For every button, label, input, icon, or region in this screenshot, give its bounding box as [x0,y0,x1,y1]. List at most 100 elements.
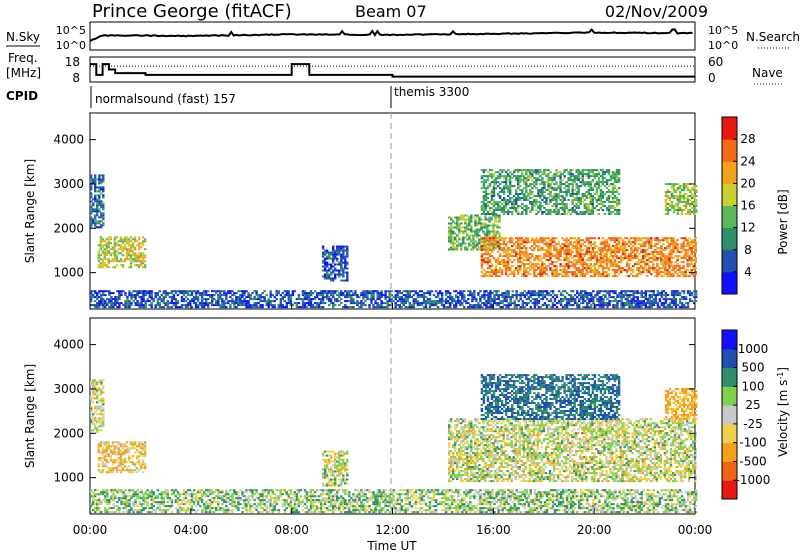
data-cell [513,306,516,309]
data-cell [301,292,305,295]
data-cell [513,201,516,203]
data-cell [692,241,695,244]
data-cell [541,199,544,201]
data-cell [97,250,100,253]
data-cell [127,240,131,243]
data-cell [632,257,635,260]
data-cell [575,193,578,195]
data-cell [650,245,653,248]
data-cell [360,294,363,297]
data-cell [317,292,321,295]
data-cell [470,230,473,233]
data-cell [686,263,689,266]
data-cell [94,208,97,211]
data-cell [662,259,665,262]
data-cell [494,181,498,184]
data-cell [565,255,568,258]
data-cell [98,222,101,225]
data-cell [200,298,204,301]
data-cell [690,263,693,266]
data-cell [484,191,488,193]
data-cell [162,292,165,295]
data-cell [336,247,339,250]
data-cell [221,294,224,297]
data-cell [148,292,151,295]
data-cell [547,300,551,303]
data-cell [321,261,325,264]
data-cell [229,300,232,303]
data-cell [328,267,331,270]
data-cell [129,244,133,247]
data-cell [672,265,675,268]
data-cell [490,224,493,227]
data-cell [529,193,532,195]
data-cell [311,298,315,301]
data-cell [549,306,553,309]
data-cell [682,243,685,246]
data-cell [529,175,532,178]
data-cell [668,237,671,240]
data-cell [211,300,214,303]
data-cell [338,261,341,264]
data-cell [450,224,453,227]
data-cell [565,207,568,209]
data-cell [519,197,522,199]
data-cell [134,294,137,297]
data-cell [569,195,572,197]
data-cell [473,290,476,293]
data-cell [299,306,303,309]
data-cell [567,189,570,191]
data-cell [113,236,117,239]
data-cell [344,261,347,264]
data-cell [634,239,637,242]
data-cell [289,298,293,301]
data-cell [615,245,619,248]
data-cell [587,257,590,260]
data-cell [573,275,576,278]
data-cell [338,253,341,256]
data-cell [598,290,601,293]
data-cell [664,209,668,211]
data-cell [317,298,321,301]
data-cell [630,255,633,258]
data-cell [484,195,488,197]
data-cell [684,193,688,195]
data-cell [513,269,516,272]
data-cell [321,275,325,278]
data-cell [194,290,198,293]
data-cell [559,183,562,186]
data-cell [504,187,508,190]
data-cell [605,207,609,209]
data-cell [506,255,510,258]
data-cell [338,273,341,276]
data-cell [527,199,530,201]
data-cell [484,205,488,207]
data-cell [690,243,693,246]
data-cell [172,290,176,293]
data-cell [579,201,582,203]
data-cell [223,290,226,293]
data-cell [611,211,615,213]
data-cell [141,254,145,257]
power-plot-frame [89,112,696,310]
data-cell [660,255,663,258]
data-cell [571,201,574,203]
data-cell [110,292,113,295]
data-cell [416,300,420,303]
data-cell [261,300,264,303]
data-cell [498,173,502,176]
data-cell [623,253,627,256]
data-cell [102,176,105,179]
data-cell [504,263,508,266]
data-cell [574,302,577,305]
data-cell [527,257,530,260]
data-cell [509,193,512,195]
data-cell [461,294,464,297]
data-cell [202,294,206,297]
data-cell [642,249,645,252]
data-cell [577,251,580,254]
data-cell [589,203,592,205]
data-cell [551,304,555,307]
data-cell [617,267,621,270]
data-cell [559,253,562,256]
